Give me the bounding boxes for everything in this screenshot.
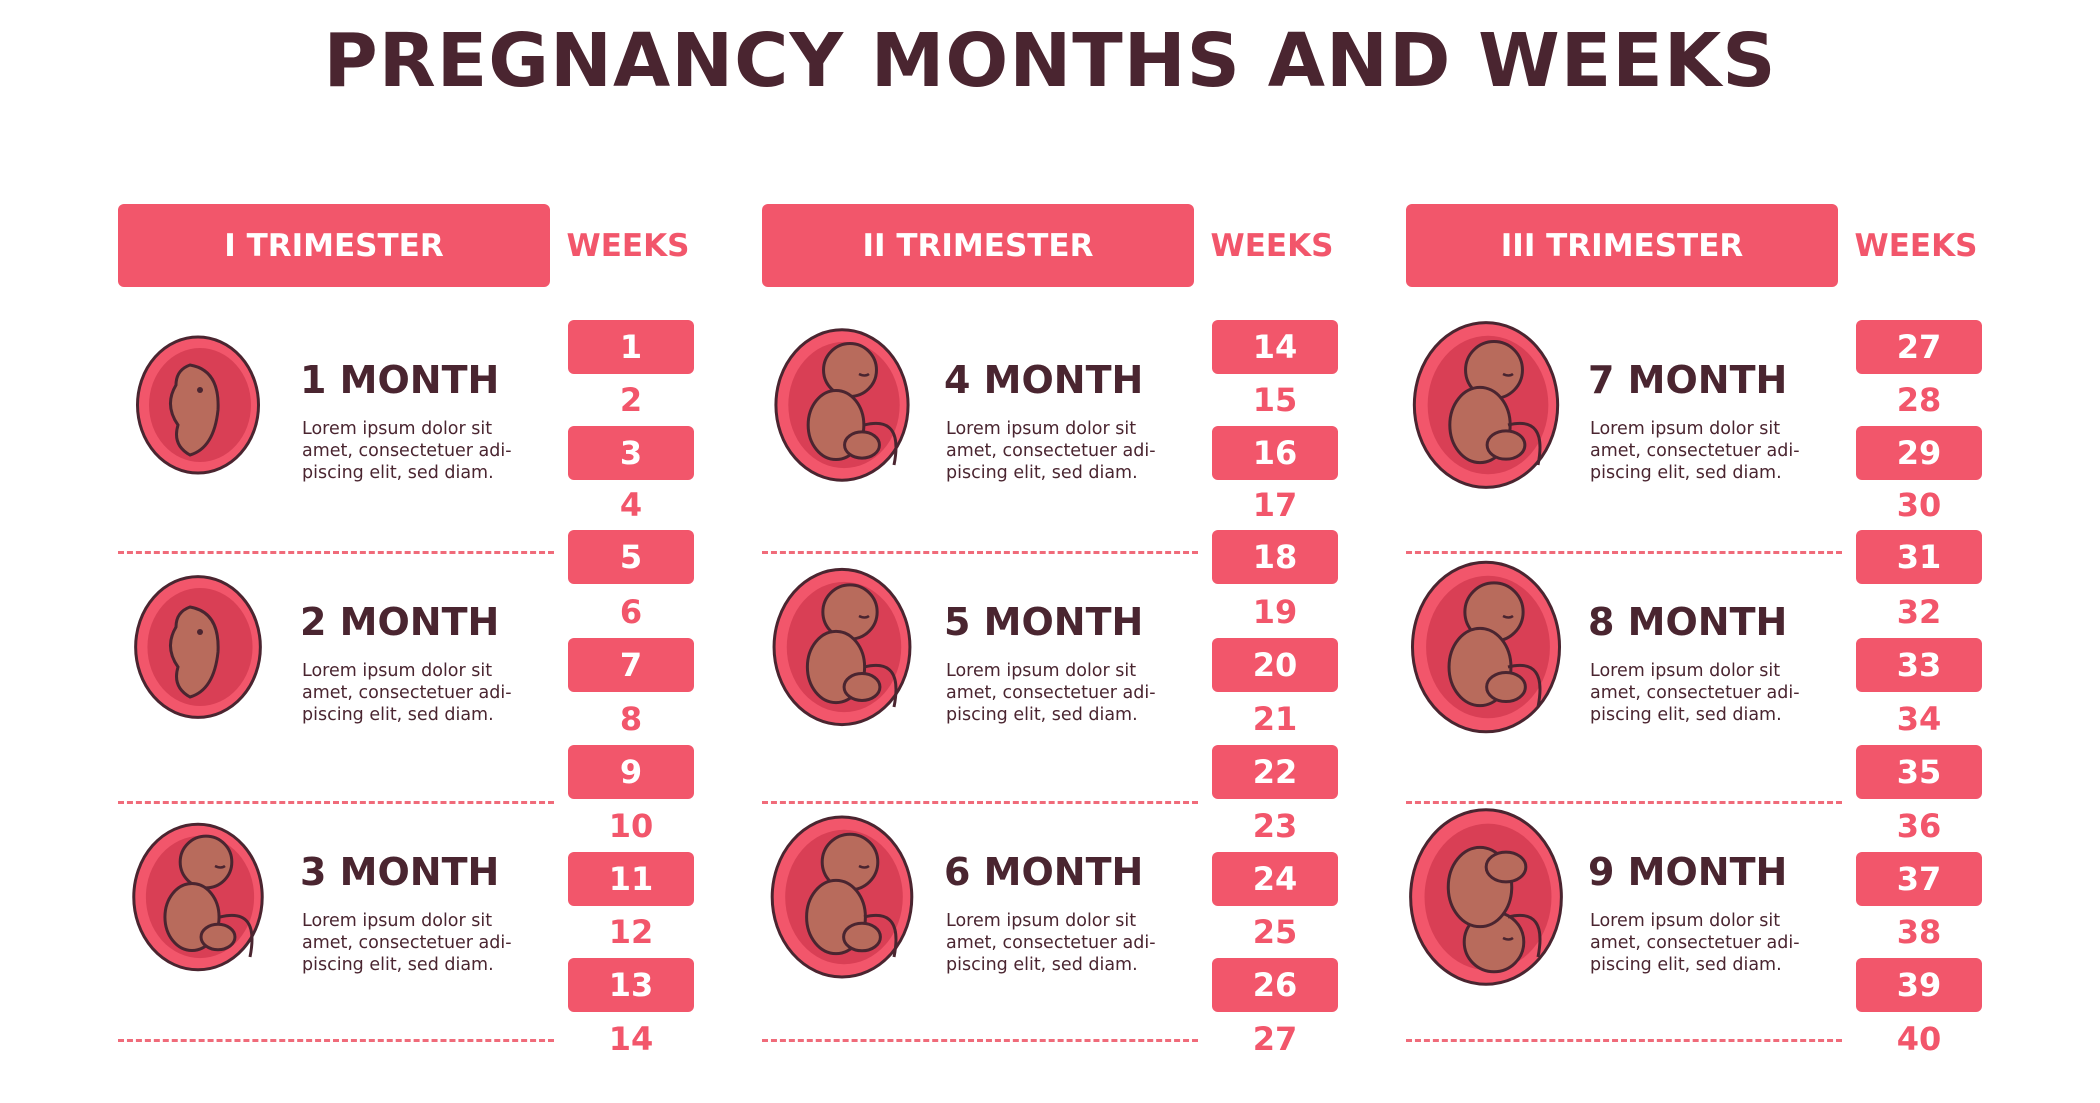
week-number: 17 bbox=[1252, 486, 1298, 524]
dashed-divider bbox=[762, 551, 1198, 554]
week-number-badge: 7 bbox=[568, 638, 694, 692]
week-number-badge: 22 bbox=[1212, 745, 1338, 799]
month-title: 5 MONTH bbox=[944, 600, 1144, 644]
week-number: 8 bbox=[619, 700, 643, 738]
embryo-icon bbox=[136, 335, 260, 475]
week-number: 36 bbox=[1896, 807, 1942, 845]
month-description: Lorem ipsum dolor sit amet, consectetuer… bbox=[946, 419, 1156, 483]
month-block: 9 MONTH Lorem ipsum dolor sit amet, conse… bbox=[1406, 802, 1846, 1042]
week-number: 30 bbox=[1896, 486, 1942, 524]
week-number: 6 bbox=[619, 593, 643, 631]
week-number-badge: 31 bbox=[1856, 530, 1982, 584]
month-block: 1 MONTH Lorem ipsum dolor sit amet, conse… bbox=[118, 310, 558, 550]
week-number-badge: 27 bbox=[1856, 320, 1982, 374]
dashed-divider bbox=[762, 801, 1198, 804]
embryo-icon bbox=[134, 575, 262, 719]
month-description: Lorem ipsum dolor sit amet, consectetuer… bbox=[946, 661, 1156, 725]
week-number-badge: 14 bbox=[1212, 320, 1338, 374]
week-number: 40 bbox=[1896, 1020, 1942, 1058]
dashed-divider bbox=[1406, 801, 1842, 804]
week-number: 2 bbox=[619, 381, 643, 419]
trimester-header: III TRIMESTER bbox=[1406, 204, 1838, 287]
trimester-column: III TRIMESTER WEEKS 27 28 29 30 31 32 33 34 35 36 37… bbox=[1406, 0, 1982, 1103]
week-number: 23 bbox=[1252, 807, 1298, 845]
month-description: Lorem ipsum dolor sit amet, consectetuer… bbox=[302, 911, 512, 975]
trimester-header: II TRIMESTER bbox=[762, 204, 1194, 287]
week-number-badge: 5 bbox=[568, 530, 694, 584]
week-number-badge: 35 bbox=[1856, 745, 1982, 799]
week-number-badge: 13 bbox=[568, 958, 694, 1012]
trimester-column: II TRIMESTER WEEKS 14 15 16 17 18 19 20 21 22 23 24 2… bbox=[762, 0, 1338, 1103]
month-description: Lorem ipsum dolor sit amet, consectetuer… bbox=[302, 419, 512, 483]
page-title: PREGNANCY MONTHS AND WEEKS bbox=[323, 18, 1777, 104]
week-number: 28 bbox=[1896, 381, 1942, 419]
week-number-badge: 9 bbox=[568, 745, 694, 799]
dashed-divider bbox=[118, 1039, 554, 1042]
month-description: Lorem ipsum dolor sit amet, consectetuer… bbox=[946, 911, 1156, 975]
month-block: 2 MONTH Lorem ipsum dolor sit amet, conse… bbox=[118, 552, 558, 792]
week-number: 19 bbox=[1252, 593, 1298, 631]
dashed-divider bbox=[118, 551, 554, 554]
week-number-badge: 26 bbox=[1212, 958, 1338, 1012]
week-number-badge: 1 bbox=[568, 320, 694, 374]
week-number-badge: 16 bbox=[1212, 426, 1338, 480]
fetus-head-down-icon bbox=[1409, 808, 1563, 986]
weeks-header: WEEKS bbox=[1854, 227, 1978, 264]
week-number: 4 bbox=[619, 486, 643, 524]
month-title: 3 MONTH bbox=[300, 850, 500, 894]
month-description: Lorem ipsum dolor sit amet, consectetuer… bbox=[1590, 661, 1800, 725]
fetus-icon bbox=[770, 815, 914, 979]
trimester-column: I TRIMESTER WEEKS 1 2 3 4 5 6 7 8 9 10 11 12 13 14 1 MON… bbox=[118, 0, 694, 1103]
month-title: 8 MONTH bbox=[1588, 600, 1788, 644]
dashed-divider bbox=[118, 801, 554, 804]
week-number-badge: 29 bbox=[1856, 426, 1982, 480]
month-title: 9 MONTH bbox=[1588, 850, 1788, 894]
week-number-badge: 11 bbox=[568, 852, 694, 906]
week-number-badge: 18 bbox=[1212, 530, 1338, 584]
dashed-divider bbox=[1406, 1039, 1842, 1042]
dashed-divider bbox=[1406, 551, 1842, 554]
month-block: 4 MONTH Lorem ipsum dolor sit amet, conse… bbox=[762, 310, 1202, 550]
week-number: 32 bbox=[1896, 593, 1942, 631]
fetus-icon bbox=[772, 567, 912, 727]
month-title: 2 MONTH bbox=[300, 600, 500, 644]
week-number: 38 bbox=[1896, 913, 1942, 951]
week-number: 34 bbox=[1896, 700, 1942, 738]
month-description: Lorem ipsum dolor sit amet, consectetuer… bbox=[302, 661, 512, 725]
fetus-icon bbox=[1412, 321, 1560, 489]
weeks-header: WEEKS bbox=[566, 227, 690, 264]
month-title: 6 MONTH bbox=[944, 850, 1144, 894]
week-number: 21 bbox=[1252, 700, 1298, 738]
week-number-badge: 33 bbox=[1856, 638, 1982, 692]
month-title: 7 MONTH bbox=[1588, 358, 1788, 402]
week-number: 14 bbox=[608, 1020, 654, 1058]
month-title: 4 MONTH bbox=[944, 358, 1144, 402]
trimester-header: I TRIMESTER bbox=[118, 204, 550, 287]
week-number-badge: 39 bbox=[1856, 958, 1982, 1012]
month-title: 1 MONTH bbox=[300, 358, 500, 402]
week-number: 15 bbox=[1252, 381, 1298, 419]
month-block: 3 MONTH Lorem ipsum dolor sit amet, conse… bbox=[118, 802, 558, 1042]
week-number: 25 bbox=[1252, 913, 1298, 951]
month-block: 8 MONTH Lorem ipsum dolor sit amet, conse… bbox=[1406, 552, 1846, 792]
dashed-divider bbox=[762, 1039, 1198, 1042]
week-number: 10 bbox=[608, 807, 654, 845]
week-number: 27 bbox=[1252, 1020, 1298, 1058]
week-number-badge: 24 bbox=[1212, 852, 1338, 906]
month-block: 5 MONTH Lorem ipsum dolor sit amet, conse… bbox=[762, 552, 1202, 792]
week-number-badge: 37 bbox=[1856, 852, 1982, 906]
weeks-header: WEEKS bbox=[1210, 227, 1334, 264]
month-description: Lorem ipsum dolor sit amet, consectetuer… bbox=[1590, 419, 1800, 483]
week-number-badge: 3 bbox=[568, 426, 694, 480]
week-number: 12 bbox=[608, 913, 654, 951]
fetus-icon bbox=[774, 328, 910, 482]
fetus-icon bbox=[132, 822, 264, 972]
month-description: Lorem ipsum dolor sit amet, consectetuer… bbox=[1590, 911, 1800, 975]
month-block: 6 MONTH Lorem ipsum dolor sit amet, conse… bbox=[762, 802, 1202, 1042]
week-number-badge: 20 bbox=[1212, 638, 1338, 692]
month-block: 7 MONTH Lorem ipsum dolor sit amet, conse… bbox=[1406, 310, 1846, 550]
fetus-icon bbox=[1410, 560, 1562, 734]
